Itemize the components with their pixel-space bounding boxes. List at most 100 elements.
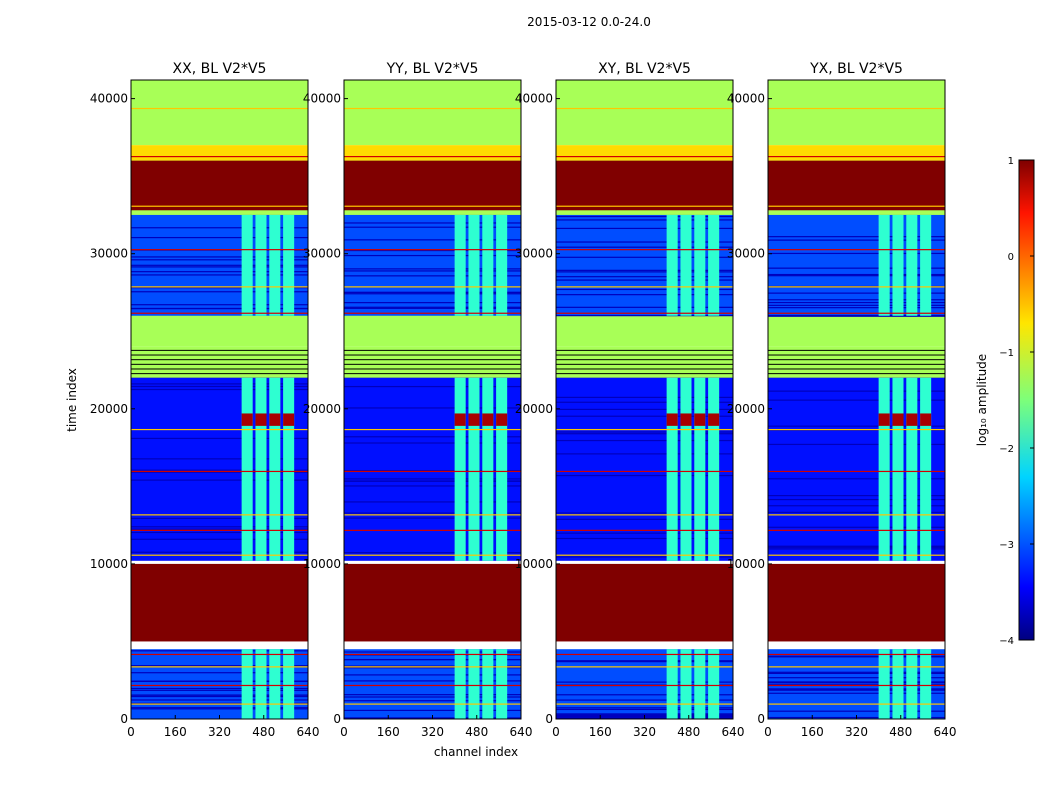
- noise-row: [556, 713, 733, 715]
- colorbar-tick-label: −1: [999, 348, 1014, 359]
- active-channel: [241, 377, 253, 561]
- noise-row: [768, 275, 945, 277]
- active-channel: [269, 214, 281, 316]
- panel-title: YX, BL V2*V5: [809, 61, 903, 77]
- noise-row: [344, 485, 521, 487]
- band-flag-green: [344, 80, 521, 146]
- panel-title: XY, BL V2*V5: [598, 61, 691, 77]
- x-tick-label: 320: [633, 725, 656, 739]
- noise-row: [131, 680, 308, 683]
- noise-row: [131, 227, 308, 229]
- panel-title: XX, BL V2*V5: [173, 61, 267, 77]
- x-tick-label: 640: [722, 725, 745, 739]
- x-tick-label: 160: [164, 725, 187, 739]
- rfi-hotspot: [920, 413, 932, 426]
- noise-row: [131, 551, 308, 553]
- band-stripes: [768, 346, 945, 378]
- x-tick-label: 480: [677, 725, 700, 739]
- noise-row: [556, 433, 733, 435]
- y-tick-label: 40000: [515, 92, 553, 106]
- noise-row: [556, 246, 733, 248]
- noise-row: [131, 689, 308, 691]
- flag-line: [556, 312, 733, 314]
- stripe: [344, 354, 521, 356]
- active-channel: [255, 649, 267, 719]
- panels: XX, BL V2*V5 0 160 320 480 640 0 10000 20000 3000…: [90, 61, 957, 739]
- active-channel: [269, 649, 281, 719]
- noise-row: [131, 264, 308, 266]
- noise-row: [556, 241, 733, 243]
- noise-row: [768, 301, 945, 304]
- y-tick-label: 0: [545, 712, 553, 726]
- active-channel: [694, 649, 706, 719]
- noise-row: [131, 528, 308, 530]
- noise-row: [131, 274, 308, 276]
- active-channel: [680, 649, 692, 719]
- flag-line: [131, 529, 308, 531]
- noise-row: [556, 707, 733, 709]
- noise-row: [768, 548, 945, 550]
- noise-row: [768, 399, 945, 401]
- flag-line: [556, 653, 733, 656]
- noise-row: [768, 505, 945, 507]
- flag-line: [344, 653, 521, 656]
- noise-row: [344, 696, 521, 698]
- noise-row: [556, 396, 733, 398]
- x-tick-label: 0: [552, 725, 560, 739]
- noise-row: [131, 388, 308, 391]
- active-channel: [892, 214, 904, 316]
- active-channel: [454, 377, 466, 561]
- noise-row: [556, 276, 733, 278]
- rfi-hotspot: [269, 413, 281, 426]
- active-channel: [708, 649, 720, 719]
- noise-row: [344, 249, 521, 252]
- noise-row: [768, 390, 945, 392]
- noise-row: [344, 293, 521, 295]
- active-channel: [283, 649, 295, 719]
- noise-row: [131, 437, 308, 440]
- x-tick-label: 320: [208, 725, 231, 739]
- noise-row: [768, 677, 945, 679]
- x-tick-label: 0: [127, 725, 135, 739]
- noise-row: [344, 268, 521, 270]
- noise-row: [344, 385, 521, 388]
- y-tick-label: 10000: [90, 557, 128, 571]
- y-tick-label: 10000: [515, 557, 553, 571]
- figure-title: 2015-03-12 0.0-24.0: [527, 15, 651, 29]
- noise-row: [131, 708, 308, 710]
- panel-yy: YY, BL V2*V5 0 160 320 480 640 0 10000 20000 3000…: [303, 61, 533, 739]
- flag-line: [556, 703, 733, 705]
- noise-row: [344, 239, 521, 241]
- noise-row: [768, 299, 945, 301]
- y-tick-label: 0: [333, 712, 341, 726]
- flag-line: [768, 249, 945, 251]
- flag-line: [344, 428, 521, 431]
- active-channel: [283, 214, 295, 316]
- noise-row: [344, 694, 521, 696]
- noise-row: [556, 215, 733, 218]
- noise-row: [344, 307, 521, 309]
- noise-row: [131, 538, 308, 540]
- noise-row: [556, 532, 733, 534]
- band-data: [344, 214, 521, 316]
- stripe: [768, 359, 945, 361]
- noise-row: [344, 480, 521, 482]
- rfi-hotspot: [666, 413, 678, 426]
- active-channel: [454, 649, 466, 719]
- active-channel: [255, 377, 267, 561]
- flag-line: [556, 529, 733, 531]
- active-channel: [241, 649, 253, 719]
- noise-row: [131, 665, 308, 667]
- active-channel: [255, 214, 267, 316]
- x-tick-label: 640: [934, 725, 957, 739]
- band-flagged-max: [131, 160, 308, 211]
- x-tick-label: 320: [421, 725, 444, 739]
- noise-row: [344, 552, 521, 554]
- noise-row: [344, 254, 521, 257]
- colorbar-tick-label: −3: [999, 540, 1014, 551]
- noise-row: [768, 252, 945, 255]
- noise-row: [556, 408, 733, 410]
- flag-line: [768, 666, 945, 668]
- colorbar-label: log₁₀ amplitude: [975, 354, 989, 446]
